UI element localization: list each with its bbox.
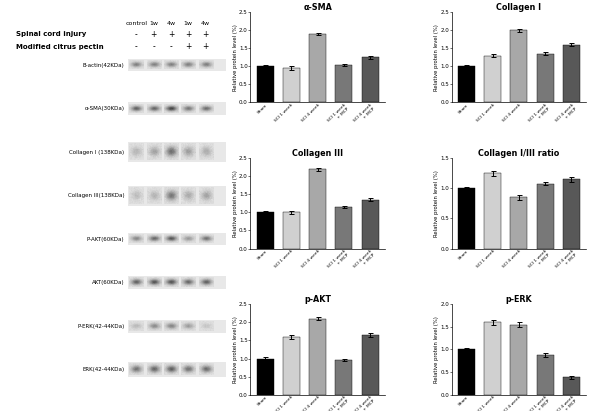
Bar bbox=[563, 45, 580, 102]
Bar bbox=[362, 200, 379, 249]
Bar bbox=[128, 319, 226, 333]
Bar bbox=[283, 212, 300, 249]
Bar bbox=[362, 335, 379, 395]
Bar bbox=[484, 173, 501, 249]
Text: 4w: 4w bbox=[201, 21, 210, 26]
Text: +: + bbox=[202, 42, 209, 51]
Text: +: + bbox=[185, 42, 191, 51]
Bar bbox=[309, 169, 326, 249]
Bar bbox=[362, 58, 379, 102]
Bar bbox=[335, 65, 352, 102]
Y-axis label: Relative protein level (%): Relative protein level (%) bbox=[233, 24, 237, 91]
Bar bbox=[510, 30, 527, 102]
Bar bbox=[563, 377, 580, 395]
Text: -: - bbox=[135, 30, 138, 39]
Text: Modified citrus pectin: Modified citrus pectin bbox=[16, 44, 104, 50]
Bar bbox=[128, 276, 226, 289]
Bar bbox=[128, 142, 226, 162]
Text: α-SMA(30KDa): α-SMA(30KDa) bbox=[85, 106, 124, 111]
Bar bbox=[335, 207, 352, 249]
Text: +: + bbox=[168, 30, 174, 39]
Bar bbox=[537, 184, 554, 249]
Bar bbox=[484, 55, 501, 102]
Text: Collagen I (138KDa): Collagen I (138KDa) bbox=[69, 150, 124, 155]
Title: Collagen I: Collagen I bbox=[497, 2, 542, 12]
Y-axis label: Relative protein level (%): Relative protein level (%) bbox=[434, 170, 439, 237]
Bar bbox=[458, 67, 475, 102]
Bar bbox=[128, 233, 226, 245]
Text: AKT(60KDa): AKT(60KDa) bbox=[92, 280, 124, 285]
Title: α-SMA: α-SMA bbox=[303, 2, 332, 12]
Text: P-ERK(42-44KDa): P-ERK(42-44KDa) bbox=[77, 324, 124, 329]
Text: B-actin(42KDa): B-actin(42KDa) bbox=[83, 62, 124, 67]
Text: +: + bbox=[150, 30, 157, 39]
Bar bbox=[484, 323, 501, 395]
Y-axis label: Relative protein level (%): Relative protein level (%) bbox=[233, 316, 237, 383]
Title: Collagen I/III ratio: Collagen I/III ratio bbox=[478, 149, 559, 157]
Bar bbox=[309, 319, 326, 395]
Bar bbox=[128, 186, 226, 206]
Bar bbox=[458, 349, 475, 395]
Bar bbox=[283, 337, 300, 395]
Title: p-ERK: p-ERK bbox=[506, 295, 532, 304]
Text: control: control bbox=[126, 21, 147, 26]
Bar bbox=[458, 188, 475, 249]
Text: Spinal cord injury: Spinal cord injury bbox=[16, 32, 86, 37]
Title: Collagen III: Collagen III bbox=[292, 149, 343, 157]
Text: -: - bbox=[170, 42, 172, 51]
Bar bbox=[256, 212, 274, 249]
Y-axis label: Relative protein level (%): Relative protein level (%) bbox=[434, 24, 439, 91]
Bar bbox=[128, 362, 226, 377]
Bar bbox=[335, 360, 352, 395]
Y-axis label: Relative protein level (%): Relative protein level (%) bbox=[233, 170, 237, 237]
Bar bbox=[309, 34, 326, 102]
Title: p-AKT: p-AKT bbox=[304, 295, 331, 304]
Text: -: - bbox=[152, 42, 155, 51]
Bar bbox=[510, 197, 527, 249]
Bar bbox=[128, 102, 226, 115]
Bar bbox=[128, 59, 226, 71]
Bar bbox=[256, 358, 274, 395]
Text: 4w: 4w bbox=[166, 21, 176, 26]
Bar bbox=[510, 325, 527, 395]
Text: +: + bbox=[202, 30, 209, 39]
Bar bbox=[537, 54, 554, 102]
Text: P-AKT(60KDa): P-AKT(60KDa) bbox=[87, 237, 124, 242]
Y-axis label: Relative protein level (%): Relative protein level (%) bbox=[434, 316, 439, 383]
Bar bbox=[256, 67, 274, 102]
Text: Collagen III(138KDa): Collagen III(138KDa) bbox=[68, 193, 124, 198]
Text: 1w: 1w bbox=[149, 21, 158, 26]
Bar bbox=[537, 355, 554, 395]
Text: ERK(42-44KDa): ERK(42-44KDa) bbox=[82, 367, 124, 372]
Text: 1w: 1w bbox=[184, 21, 193, 26]
Text: -: - bbox=[135, 42, 138, 51]
Bar bbox=[283, 68, 300, 102]
Text: +: + bbox=[185, 30, 191, 39]
Bar bbox=[563, 180, 580, 249]
